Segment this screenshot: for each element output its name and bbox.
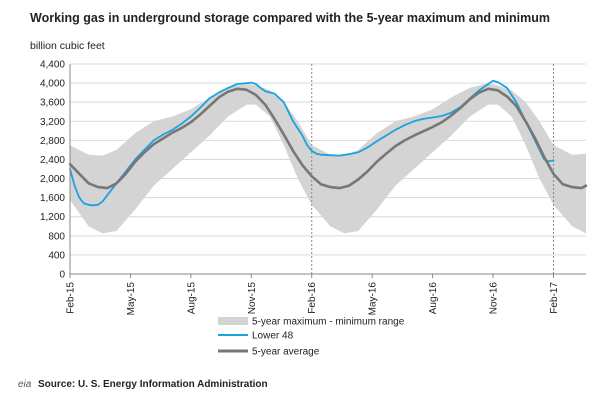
y-tick-label-9: 3,600	[40, 98, 65, 109]
legend-label-0: 5-year maximum - minimum range	[252, 317, 405, 328]
y-tick-label-0: 0	[59, 270, 65, 281]
range-band-area	[70, 83, 586, 234]
vertical-markers	[311, 64, 554, 274]
legend-swatch-band	[218, 317, 248, 325]
x-tick-label-5: May-16	[368, 282, 379, 316]
y-tick-label-11: 4,400	[40, 60, 65, 71]
y-tick-label-5: 2,000	[40, 174, 65, 185]
chart-title: Working gas in underground storage compa…	[30, 11, 550, 25]
series-line-0	[69, 79, 555, 207]
eia-logo: eia	[18, 379, 32, 390]
y-axis-unit-label: billion cubic feet	[30, 40, 105, 52]
range-band	[70, 83, 586, 234]
y-tick-label-1: 400	[48, 250, 65, 261]
y-tick-label-6: 2,400	[40, 155, 65, 166]
y-tick-label-8: 3,200	[40, 117, 65, 128]
x-tick-labels: Feb-15 May-15 Aug-15 Nov-15 Feb-16 May-16 Aug-…	[66, 282, 560, 316]
x-tick-label-3: Nov-15	[247, 282, 258, 315]
series-line-1	[68, 87, 588, 190]
x-tick-label-1: May-15	[126, 282, 137, 316]
y-tick-label-10: 4,000	[40, 79, 65, 90]
y-tick-label-3: 1,200	[40, 212, 65, 223]
axes	[69, 64, 586, 278]
x-tick-label-8: Feb-17	[549, 282, 560, 314]
series-lines	[68, 79, 588, 207]
y-tick-label-2: 800	[48, 231, 65, 242]
y-tick-label-7: 2,800	[40, 136, 65, 147]
legend: 5-year maximum - minimum range Lower 48 5-…	[218, 317, 405, 358]
x-tick-label-2: Aug-15	[186, 282, 197, 315]
source-line: eia Source: U. S. Energy Information Adm…	[18, 379, 268, 390]
x-tick-label-7: Nov-16	[489, 282, 500, 315]
legend-label-2: 5-year average	[252, 347, 320, 358]
source-text: Source: U. S. Energy Information Adminis…	[38, 379, 268, 390]
x-tick-label-4: Feb-16	[307, 282, 318, 314]
legend-label-1: Lower 48	[252, 331, 294, 342]
y-tick-labels: 0 400 800 1,200 1,600 2,000 2,400 2,800 3,200 3,6…	[40, 60, 65, 281]
x-tick-label-6: Aug-16	[428, 282, 439, 315]
x-tick-label-0: Feb-15	[66, 282, 77, 314]
y-tick-label-4: 1,600	[40, 193, 65, 204]
